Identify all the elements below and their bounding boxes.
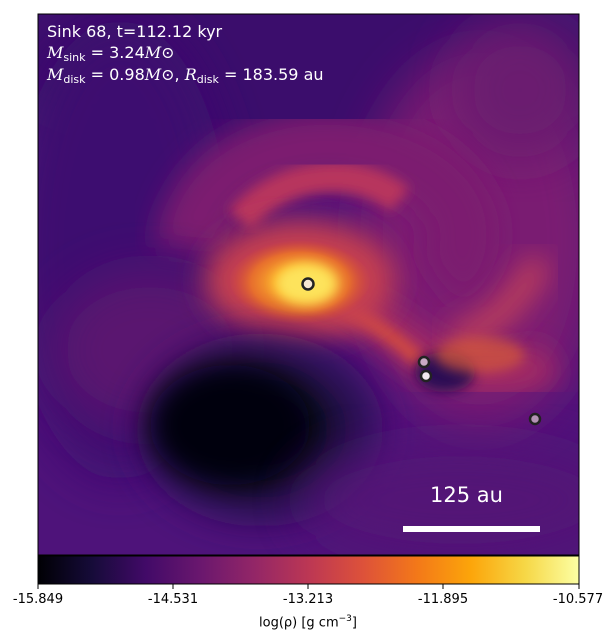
sink-marker-companion [417, 355, 431, 369]
colorbar [37, 555, 580, 585]
colorbar-tick-label: -11.895 [417, 592, 469, 607]
m-sink-value: = 3.24 [90, 43, 145, 62]
solar-mass-unit: M⊙ [144, 65, 175, 84]
colorbar-tick-label: -13.213 [282, 592, 334, 607]
m-disk-symbol: M [47, 65, 64, 84]
sink-title: Sink 68, t=112.12 kyr [47, 22, 223, 41]
r-disk-value: = 183.59 au [224, 65, 324, 84]
density-map [38, 14, 579, 555]
colorbar-tick-label: -15.849 [12, 592, 64, 607]
colorbar-tick-label: -10.577 [552, 592, 604, 607]
m-sink-sub: sink [63, 51, 86, 64]
sink-marker-companion [528, 412, 542, 426]
colorbar-tick-label: -14.531 [147, 592, 199, 607]
sink-mass: Msink = 3.24M⊙ [47, 43, 175, 67]
panel-frame [37, 13, 580, 556]
colorbar-label: log(ρ) [g cm−3] [259, 614, 357, 630]
colorbar-label-exponent: −3 [338, 614, 352, 624]
r-disk-sub: disk [196, 73, 219, 86]
r-disk-symbol: R [184, 65, 197, 84]
scale-bar [403, 526, 540, 532]
m-disk-value: = 0.98 [90, 65, 145, 84]
colorbar-label-close: ] [351, 615, 357, 631]
disk-properties: Mdisk = 0.98M⊙, Rdisk = 183.59 au [47, 65, 324, 86]
colorbar-ticks [37, 584, 580, 589]
m-sink-symbol: M [47, 43, 64, 62]
scale-bar-label: 125 au [430, 483, 503, 507]
m-disk-sub: disk [63, 73, 86, 86]
solar-mass-unit: M⊙ [144, 43, 175, 62]
sink-marker-companion [419, 369, 433, 383]
sink-marker-primary [301, 277, 315, 291]
colorbar-label-text: log(ρ) [g cm [259, 615, 339, 631]
